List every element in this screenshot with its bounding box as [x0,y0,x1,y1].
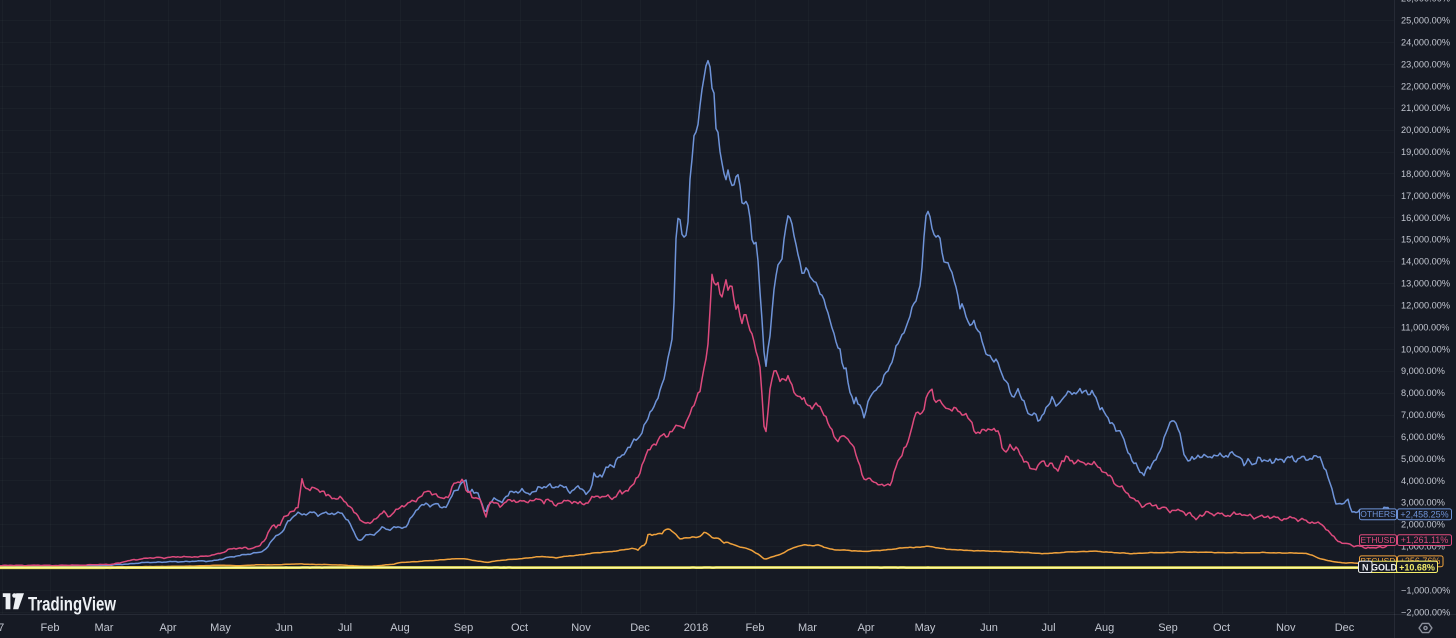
svg-text:17,000.00%: 17,000.00% [1401,191,1450,201]
svg-text:+2,458.25%: +2,458.25% [1400,509,1448,519]
svg-text:6,000.00%: 6,000.00% [1401,432,1445,442]
svg-text:Apr: Apr [159,622,176,634]
svg-text:13,000.00%: 13,000.00% [1401,279,1450,289]
svg-text:Oct: Oct [511,622,528,634]
svg-text:26,000.00%: 26,000.00% [1401,0,1450,4]
svg-text:5,000.00%: 5,000.00% [1401,454,1445,464]
svg-text:2017: 2017 [0,622,4,634]
svg-text:21,000.00%: 21,000.00% [1401,103,1450,113]
svg-text:3,000.00%: 3,000.00% [1401,498,1445,508]
svg-text:May: May [915,622,936,634]
svg-text:Jun: Jun [275,622,293,634]
svg-text:Sep: Sep [1158,622,1178,634]
svg-text:Mar: Mar [95,622,114,634]
svg-text:9,000.00%: 9,000.00% [1401,366,1445,376]
svg-text:OTHERS: OTHERS [1360,509,1396,519]
svg-text:14,000.00%: 14,000.00% [1401,257,1450,267]
svg-text:25,000.00%: 25,000.00% [1401,16,1450,26]
svg-text:8,000.00%: 8,000.00% [1401,388,1445,398]
svg-text:Aug: Aug [390,622,410,634]
svg-text:+1,261.11%: +1,261.11% [1401,535,1449,545]
svg-text:16,000.00%: 16,000.00% [1401,213,1450,223]
svg-text:15,000.00%: 15,000.00% [1401,235,1450,245]
svg-text:ETHUSD: ETHUSD [1361,535,1396,545]
svg-text:22,000.00%: 22,000.00% [1401,81,1450,91]
svg-text:7,000.00%: 7,000.00% [1401,410,1445,420]
svg-text:−1,000.00%: −1,000.00% [1401,585,1450,595]
svg-text:2018: 2018 [684,622,708,634]
svg-text:Jul: Jul [1041,622,1055,634]
svg-text:N: N [1362,562,1369,572]
svg-text:Jun: Jun [980,622,998,634]
svg-text:Jul: Jul [338,622,352,634]
svg-text:11,000.00%: 11,000.00% [1401,322,1449,332]
svg-text:Feb: Feb [41,622,60,634]
svg-text:4,000.00%: 4,000.00% [1401,476,1445,486]
svg-text:+10.68%: +10.68% [1399,562,1435,572]
svg-text:TradingView: TradingView [28,595,116,616]
svg-text:1,000.00%: 1,000.00% [1401,542,1445,552]
svg-text:2,000.00%: 2,000.00% [1401,520,1445,530]
svg-text:Nov: Nov [1276,622,1296,634]
svg-text:Oct: Oct [1213,622,1230,634]
svg-text:May: May [210,622,231,634]
svg-text:Sep: Sep [454,622,474,634]
svg-text:Aug: Aug [1095,622,1115,634]
svg-text:Dec: Dec [630,622,650,634]
svg-text:23,000.00%: 23,000.00% [1401,59,1450,69]
svg-text:Apr: Apr [857,622,874,634]
svg-text:Nov: Nov [571,622,591,634]
svg-text:18,000.00%: 18,000.00% [1401,169,1450,179]
svg-text:20,000.00%: 20,000.00% [1401,125,1450,135]
svg-text:24,000.00%: 24,000.00% [1401,37,1450,47]
svg-text:Mar: Mar [798,622,817,634]
svg-text:10,000.00%: 10,000.00% [1401,344,1450,354]
svg-text:12,000.00%: 12,000.00% [1401,301,1450,311]
svg-text:GOLD: GOLD [1371,562,1397,572]
svg-text:Feb: Feb [746,622,765,634]
svg-text:Dec: Dec [1335,622,1355,634]
svg-text:−2,000.00%: −2,000.00% [1401,607,1450,617]
svg-text:19,000.00%: 19,000.00% [1401,147,1450,157]
